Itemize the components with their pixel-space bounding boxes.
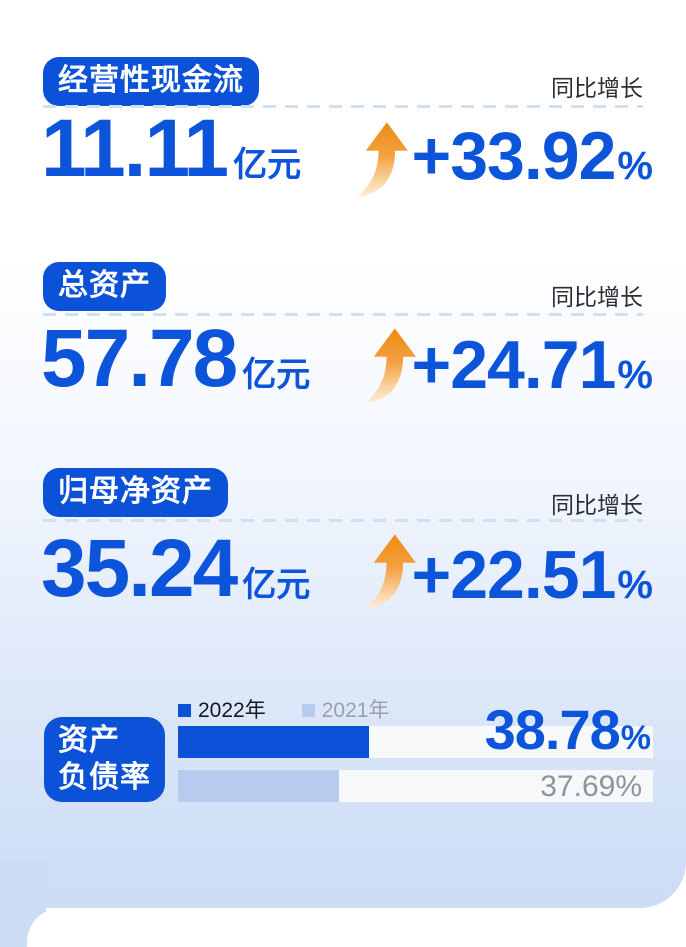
metric-unit: 亿元 [242, 356, 311, 394]
growth-arrow-icon [357, 122, 408, 198]
dashed-divider [43, 105, 643, 108]
ratio-title-pill: 资产 负债率 [44, 717, 165, 802]
metric-change-row: +22.51 % [412, 541, 653, 609]
metric-value: 11.11 [41, 103, 229, 194]
bar-value-2022-number: 38.78 [484, 698, 621, 761]
metric-value-row: 57.78 亿元 [41, 318, 310, 400]
growth-arrow-icon [365, 534, 416, 610]
ratio-title-line2: 负债率 [58, 761, 151, 794]
metric-change-row: +24.71 % [412, 331, 653, 399]
dashed-divider [43, 313, 643, 316]
metric-change-row: +33.92 % [412, 122, 653, 190]
chart-legend: 2022年 2021年 [178, 700, 389, 721]
metric-unit: 亿元 [233, 146, 302, 184]
legend-swatch-2022 [178, 704, 191, 717]
legend-label-2022: 2022年 [198, 699, 266, 722]
bar-value-2022: 38.78 % [485, 702, 651, 758]
growth-arrow-icon [365, 328, 416, 404]
metric-change: +24.71 [411, 327, 617, 403]
metric-label-total-assets: 总资产 [43, 262, 166, 311]
percent-sign: % [620, 719, 651, 757]
bar-value-2021: 37.69% [540, 770, 642, 803]
yoy-label: 同比增长 [551, 492, 643, 518]
metric-label-net-assets: 归母净资产 [43, 468, 228, 517]
metric-value-row: 11.11 亿元 [41, 108, 301, 190]
bar-track-2021 [178, 770, 653, 802]
bar-track-2022 [178, 726, 653, 758]
percent-sign: % [617, 563, 653, 607]
next-section-card-edge [27, 908, 686, 947]
metric-change: +33.92 [411, 118, 617, 194]
yoy-label: 同比增长 [551, 75, 643, 101]
bar-fill-2022 [178, 726, 369, 758]
metric-change: +22.51 [411, 537, 617, 613]
metric-label-operating-cash-flow: 经营性现金流 [43, 57, 259, 106]
dashed-divider [43, 519, 643, 522]
legend-label-2021: 2021年 [321, 699, 390, 722]
ratio-title-line1: 资产 [58, 724, 120, 757]
bar-fill-2021 [178, 770, 339, 802]
metric-unit: 亿元 [242, 566, 311, 604]
percent-sign: % [617, 144, 653, 188]
legend-swatch-2021 [301, 704, 315, 717]
metric-value: 57.78 [41, 313, 238, 404]
percent-sign: % [617, 353, 653, 397]
yoy-label: 同比增长 [551, 284, 643, 310]
metric-value-row: 35.24 亿元 [41, 528, 310, 610]
metric-value: 35.24 [41, 523, 238, 614]
